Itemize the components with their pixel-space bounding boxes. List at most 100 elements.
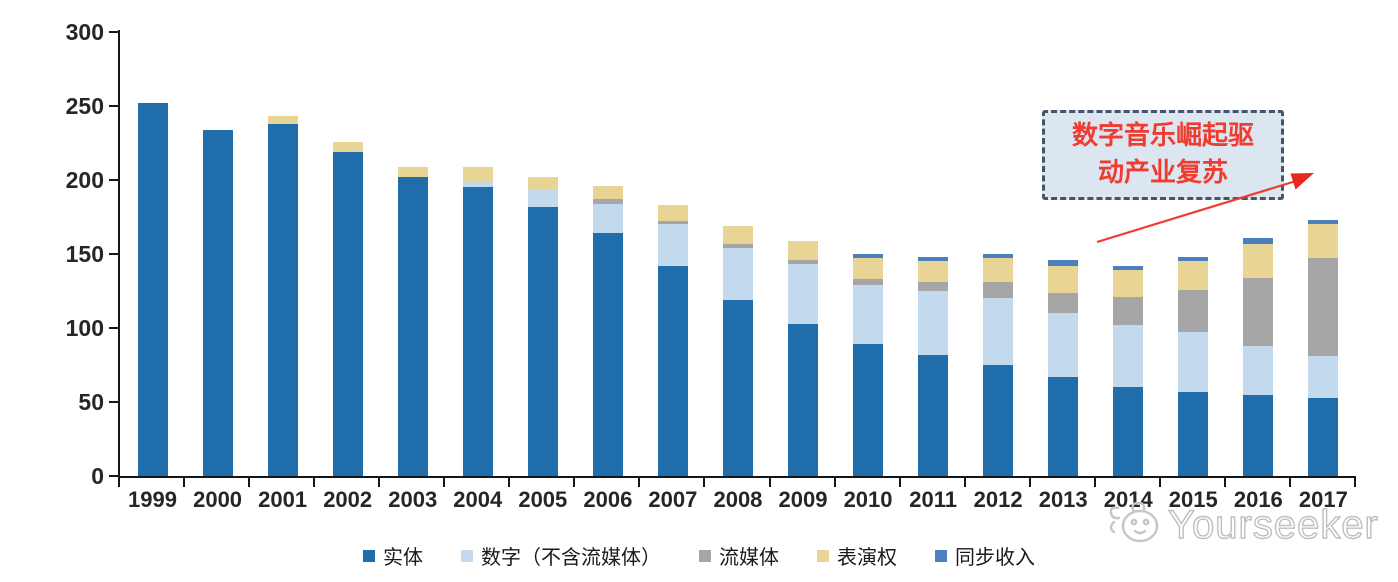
- bar-segment-performance: [853, 258, 884, 280]
- bar-cell-2010: [836, 32, 901, 476]
- y-tick: [109, 105, 118, 107]
- legend-label-digital: 数字（不含流媒体）: [481, 545, 661, 569]
- y-tick-label: 300: [65, 19, 104, 45]
- stacked-bar-2003: [397, 166, 428, 476]
- stacked-bars-area: [120, 32, 1356, 476]
- bar-segment-sync: [918, 256, 949, 262]
- stacked-bar-2017: [1308, 219, 1339, 476]
- bar-segment-digital: [1113, 325, 1144, 388]
- legend-item-sync: 同步收入: [935, 541, 1035, 570]
- bar-segment-digital: [1243, 345, 1274, 395]
- y-tick: [109, 401, 118, 403]
- x-tick: [638, 478, 640, 487]
- bar-segment-physical: [1113, 387, 1144, 476]
- bar-segment-sync: [1048, 259, 1079, 266]
- x-axis-category-labels: 1999 2000 2001 2002 2003 2004 2005 2006 2007 2008…: [120, 487, 1356, 513]
- legend-swatch-digital: [461, 549, 473, 562]
- x-tick-label: 2017: [1298, 487, 1348, 512]
- x-tick: [703, 478, 705, 487]
- stacked-bar-2001: [267, 116, 298, 476]
- bar-cell-2009: [770, 32, 835, 476]
- y-tick: [109, 327, 118, 329]
- x-tick: [183, 478, 185, 487]
- x-tick-label: 2008: [713, 487, 763, 512]
- bar-cell-2004: [445, 32, 510, 476]
- bar-segment-physical: [787, 323, 818, 476]
- stacked-bar-2007: [657, 205, 688, 476]
- y-tick-label: 50: [78, 389, 104, 415]
- stacked-bar-1999: [137, 103, 168, 476]
- bar-cell-2013: [1031, 32, 1096, 476]
- y-tick-label: 200: [65, 167, 104, 193]
- x-tick: [378, 478, 380, 487]
- legend-label-sync: 同步收入: [955, 545, 1035, 569]
- legend-item-performance: 表演权: [817, 541, 897, 570]
- bar-segment-physical: [592, 233, 623, 476]
- bar-cell-2007: [640, 32, 705, 476]
- bar-segment-streaming: [1048, 292, 1079, 314]
- bar-segment-streaming: [1113, 296, 1144, 326]
- yourseeker-logo-icon: [1109, 501, 1159, 543]
- bar-cell-2011: [901, 32, 966, 476]
- y-tick-label: 0: [91, 463, 104, 489]
- bar-segment-digital: [1048, 313, 1079, 377]
- bar-segment-digital: [787, 264, 818, 324]
- bar-cell-2006: [575, 32, 640, 476]
- bar-segment-performance: [1178, 261, 1209, 290]
- stacked-bar-2013: [1048, 259, 1079, 476]
- legend-item-physical: 实体: [363, 541, 423, 570]
- x-tick: [1159, 478, 1161, 487]
- x-tick: [443, 478, 445, 487]
- x-tick: [573, 478, 575, 487]
- bar-segment-digital: [527, 188, 558, 207]
- stacked-bar-2002: [332, 141, 363, 476]
- x-tick: [313, 478, 315, 487]
- bar-segment-streaming: [1178, 289, 1209, 333]
- stacked-bar-2004: [462, 166, 493, 476]
- bar-segment-performance: [657, 205, 688, 222]
- bar-segment-digital: [722, 248, 753, 300]
- annotation-text-line2: 动产业复苏: [1097, 158, 1228, 188]
- x-tick: [1354, 478, 1356, 487]
- x-tick-label: 2012: [973, 487, 1023, 512]
- stacked-bar-2008: [722, 225, 753, 476]
- bar-segment-physical: [1178, 391, 1209, 476]
- x-tick: [1224, 478, 1226, 487]
- y-tick: [109, 31, 118, 33]
- bar-segment-physical: [983, 365, 1014, 476]
- bar-segment-physical: [202, 129, 233, 476]
- bar-segment-performance: [918, 261, 949, 283]
- x-tick-label: 2005: [518, 487, 568, 512]
- stacked-bar-2011: [918, 256, 949, 476]
- bar-cell-2016: [1226, 32, 1291, 476]
- bar-segment-performance: [787, 240, 818, 260]
- bar-segment-performance: [1113, 270, 1144, 297]
- bar-segment-physical: [657, 265, 688, 476]
- x-tick-label: 2015: [1168, 487, 1218, 512]
- bar-segment-performance: [397, 166, 428, 178]
- bar-segment-physical: [397, 177, 428, 476]
- bar-segment-streaming: [1243, 277, 1274, 346]
- x-tick: [964, 478, 966, 487]
- stacked-bar-2000: [202, 129, 233, 476]
- x-tick-label: 2013: [1038, 487, 1088, 512]
- bar-cell-2017: [1291, 32, 1356, 476]
- bar-segment-performance: [722, 225, 753, 244]
- x-tick-label: 1999: [128, 487, 177, 512]
- watermark-text: Yourseeker: [1167, 502, 1379, 547]
- stacked-bar-2015: [1178, 257, 1209, 476]
- bar-segment-digital: [657, 224, 688, 266]
- bar-cell-2014: [1096, 32, 1161, 476]
- x-tick-label: 2004: [453, 487, 503, 512]
- bar-segment-streaming: [787, 259, 818, 265]
- bar-segment-sync: [1178, 257, 1209, 262]
- bar-segment-physical: [1308, 397, 1339, 476]
- y-axis: [118, 30, 120, 476]
- bar-segment-digital: [853, 285, 884, 345]
- bar-cell-2005: [510, 32, 575, 476]
- x-tick-label: 2002: [323, 487, 373, 512]
- legend-label-performance: 表演权: [837, 545, 897, 569]
- bar-segment-performance: [527, 177, 558, 189]
- bar-segment-digital: [592, 203, 623, 234]
- bar-segment-streaming: [592, 199, 623, 204]
